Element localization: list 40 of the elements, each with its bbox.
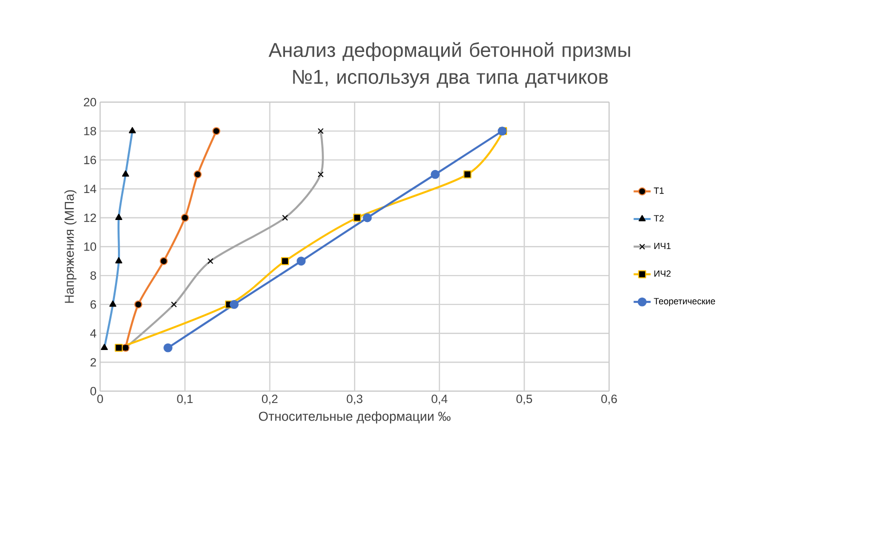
point (160, 257, 168, 266)
point (296, 256, 306, 266)
x-tick-label: 0 (97, 394, 103, 404)
x-tick-label: 0,6 (601, 394, 617, 405)
y-tick-label: 6 (90, 300, 96, 309)
point (194, 170, 202, 178)
x-axis-title: Относительные деформации ‰ (258, 411, 451, 424)
legend-label: ИЧ2 (654, 270, 671, 277)
y-tick-label: 12 (84, 214, 96, 222)
point (362, 213, 372, 222)
legend-label: Теоретические (654, 298, 716, 306)
y-tick-label: 14 (84, 184, 96, 193)
x-tick-label: 0,4 (432, 394, 448, 405)
y-axis-title: Напряжения (МПа) (64, 190, 76, 303)
point (230, 300, 239, 309)
point (163, 343, 172, 352)
point (180, 214, 189, 222)
point (114, 344, 123, 352)
point (430, 170, 440, 179)
y-tick-label: 18 (84, 126, 96, 136)
x-tick-label: 0,5 (516, 394, 532, 405)
y-tick-label: 8 (90, 271, 96, 280)
chart-title: Анализ деформаций бетонной призмы №1, используя два типа датчиков (268, 42, 630, 88)
x-tick-label: 0,1 (177, 394, 193, 405)
legend-label: T2 (654, 215, 664, 222)
x-tick-label: 0,2 (262, 394, 278, 405)
point (463, 170, 472, 178)
y-tick-label: 2 (90, 358, 96, 366)
y-tick-label: 16 (84, 156, 96, 164)
point (353, 214, 362, 222)
point (134, 300, 142, 308)
legend-label: T1 (654, 188, 664, 194)
point (281, 257, 290, 266)
y-tick-label: 0 (90, 386, 96, 396)
y-tick-label: 20 (84, 98, 96, 106)
legend-label: ИЧ1 (654, 242, 671, 249)
point (212, 127, 220, 136)
y-tick-label: 4 (90, 329, 96, 338)
x-tick-label: 0,3 (346, 394, 362, 405)
y-tick-label: 10 (84, 242, 96, 251)
